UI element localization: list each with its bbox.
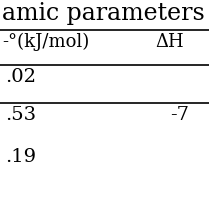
Text: .53: .53	[5, 106, 36, 124]
Text: -7: -7	[170, 106, 189, 124]
Text: amic parameters: amic parameters	[2, 2, 205, 25]
Text: ΔH: ΔH	[155, 33, 184, 51]
Text: -°(kJ/mol): -°(kJ/mol)	[2, 33, 89, 51]
Text: .19: .19	[5, 148, 36, 166]
Text: .02: .02	[5, 68, 36, 86]
